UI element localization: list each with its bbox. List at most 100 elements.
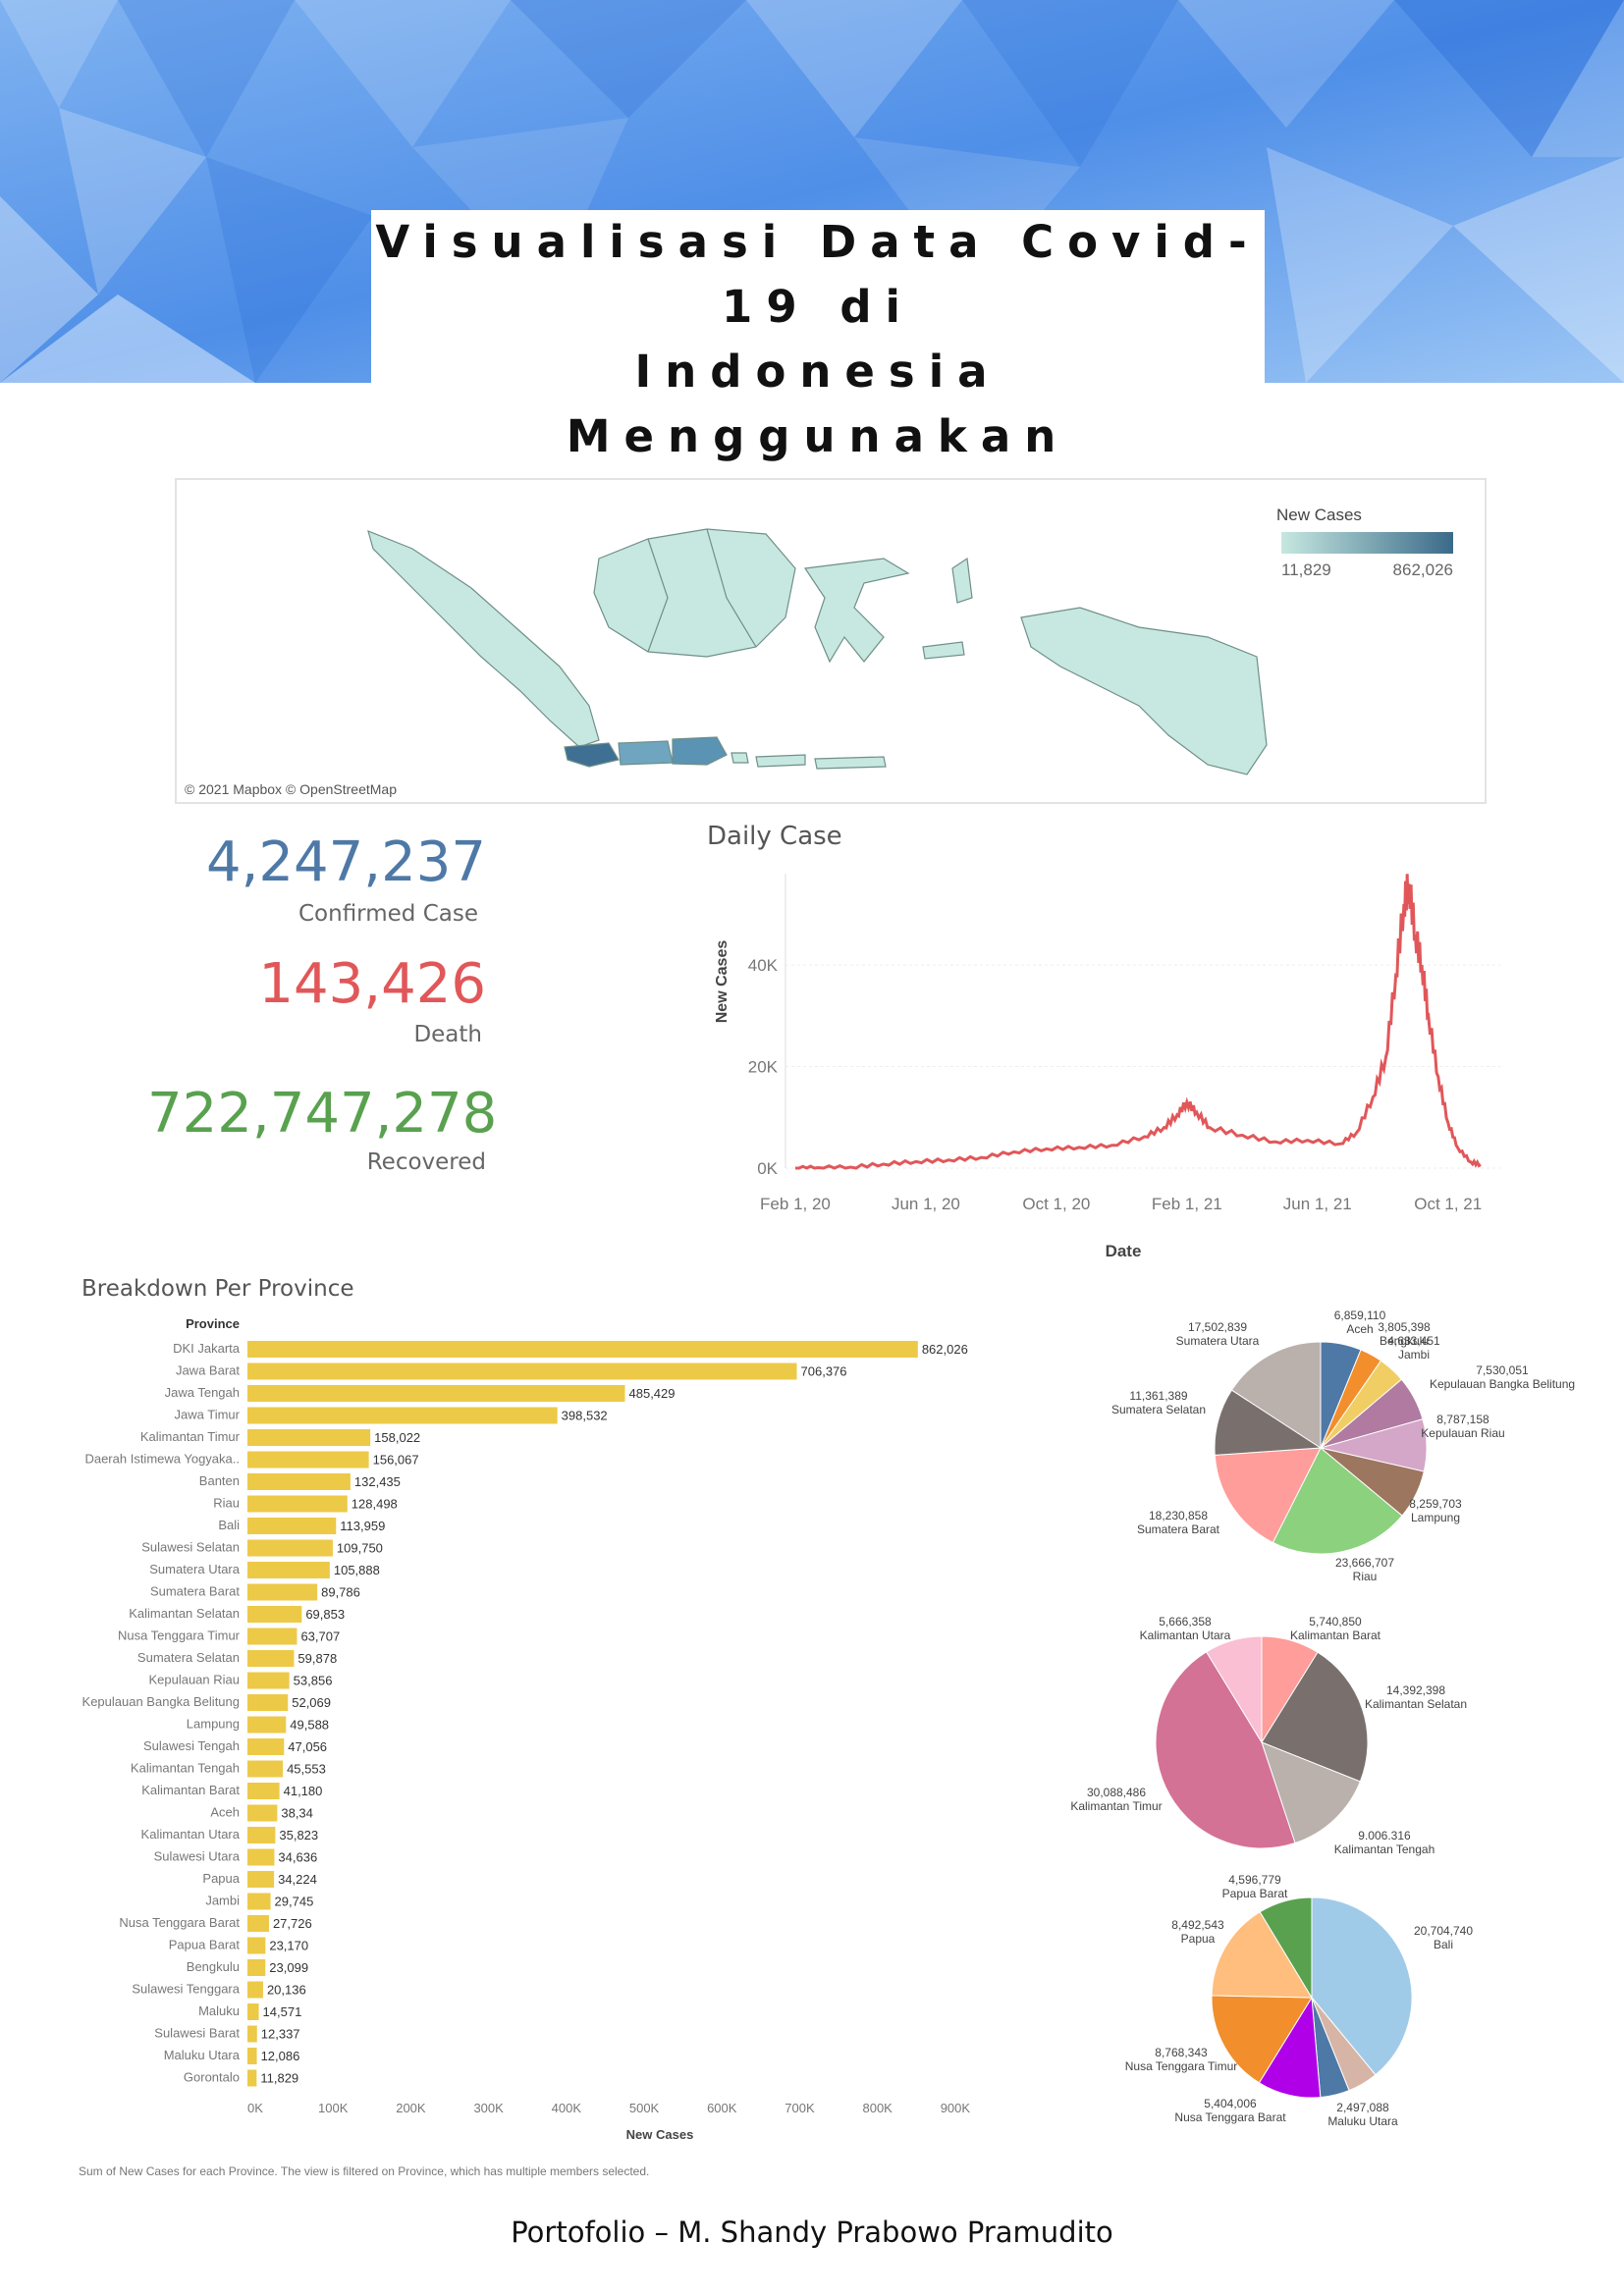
bar-category-label: Bali	[218, 1518, 240, 1532]
bar-value-label: 109,750	[337, 1541, 383, 1556]
map-java-west	[564, 742, 620, 768]
bar-category-label: Sumatera Utara	[149, 1562, 241, 1576]
pie-slice-label: Jambi	[1398, 1348, 1430, 1362]
bar-value-label: 53,856	[294, 1674, 333, 1688]
pie-slice-label: Nusa Tenggara Timur	[1125, 2059, 1238, 2073]
bar-30	[247, 2003, 259, 2020]
bar-0	[247, 1341, 918, 1358]
series-line-new-cases	[794, 874, 1482, 1170]
pie-slice-label: Bengkulu	[1380, 1334, 1429, 1348]
chart-footnote: Sum of New Cases for each Province. The …	[79, 2164, 649, 2178]
bar-21	[247, 1804, 278, 1822]
x-tick-label: 900K	[941, 2101, 971, 2115]
bar-8	[247, 1518, 337, 1534]
x-axis-title: New Cases	[626, 2127, 694, 2142]
header-banner	[0, 0, 1624, 383]
bar-26	[247, 1915, 269, 1932]
bar-category-label: Sumatera Barat	[150, 1584, 240, 1599]
bar-value-label: 862,026	[922, 1342, 968, 1357]
x-tick-label: Oct 1, 21	[1414, 1195, 1482, 1213]
pie-slice-label: Papua	[1181, 1932, 1216, 1946]
bar-category-label: Maluku Utara	[164, 2048, 241, 2062]
bar-value-label: 41,180	[284, 1784, 323, 1798]
footer-credit: Portofolio – M. Shandy Prabowo Pramudito	[511, 2216, 1113, 2249]
bar-category-label: Jambi	[205, 1894, 240, 1908]
bar-17	[247, 1716, 287, 1734]
pie-slice-label: Nusa Tenggara Barat	[1174, 2110, 1286, 2124]
pie-slice-label: Aceh	[1346, 1322, 1373, 1336]
pie-value-label: 4,633,451	[1387, 1334, 1440, 1348]
death-value: 143,426	[258, 952, 486, 1016]
bar-category-label: Kalimantan Timur	[140, 1429, 241, 1444]
x-tick-label: 700K	[785, 2101, 815, 2115]
bar-category-label: Daerah Istimewa Yogyaka..	[84, 1452, 240, 1467]
pie-slice-3	[1155, 1651, 1296, 1849]
bar-category-label: Nusa Tenggara Barat	[119, 1915, 240, 1930]
bar-27	[247, 1937, 266, 1954]
bar-category-label: Kalimantan Selatan	[129, 1606, 240, 1621]
bar-category-label: Aceh	[210, 1805, 240, 1820]
pie-slice-label: Sumatera Utara	[1176, 1334, 1260, 1348]
bar-category-label: Nusa Tenggara Timur	[118, 1629, 241, 1643]
bar-category-label: DKI Jakarta	[173, 1341, 241, 1356]
pie-value-label: 8,259,703	[1409, 1497, 1462, 1511]
pie-value-label: 18,230,858	[1149, 1509, 1208, 1522]
y-tick-label: 40K	[748, 956, 779, 975]
daily-case-chart[interactable]: 0K 20K 40K Feb 1, 20 Jun 1, 20 Oct 1, 20 Feb 1…	[705, 864, 1510, 1256]
x-axis-title: Date	[1106, 1242, 1142, 1256]
title-line-2: Indonesia Menggunakan	[566, 346, 1070, 462]
bar-32	[247, 2048, 257, 2064]
pie-slice-label: Kalimantan Tengah	[1334, 1842, 1435, 1856]
bar-value-label: 485,429	[629, 1386, 676, 1401]
bar-value-label: 45,553	[287, 1762, 326, 1777]
map-legend-min: 11,829	[1281, 561, 1331, 579]
indonesia-map-panel: © 2021 Mapbox © OpenStreetMap New Cases …	[175, 478, 1487, 804]
death-label: Death	[413, 1022, 482, 1047]
pie-value-label: 5,666,358	[1159, 1615, 1212, 1629]
x-tick-label: 300K	[473, 2101, 504, 2115]
pie-slice-2	[1261, 1741, 1362, 1844]
map-java-central	[618, 740, 674, 766]
bar-category-label: Sulawesi Tenggara	[132, 1982, 240, 1997]
bar-value-label: 52,069	[292, 1695, 331, 1710]
pie-value-label: 8,787,158	[1436, 1413, 1489, 1426]
x-tick-label: Feb 1, 21	[1152, 1195, 1222, 1213]
bar-value-label: 105,888	[334, 1563, 380, 1577]
bar-category-label: Sulawesi Utara	[154, 1849, 241, 1864]
bar-category-label: Kalimantan Tengah	[131, 1761, 240, 1776]
pie-slice-8	[1214, 1389, 1323, 1456]
bar-value-label: 12,086	[261, 2049, 300, 2063]
bar-value-label: 59,878	[298, 1651, 337, 1666]
pie-slice-label: Kepulauan Riau	[1421, 1426, 1504, 1440]
bar-2	[247, 1385, 625, 1402]
bar-16	[247, 1694, 289, 1711]
pie-slice-0	[1311, 1896, 1413, 2076]
bar-category-label: Sulawesi Selatan	[141, 1540, 240, 1555]
bar-value-label: 20,136	[267, 1983, 306, 1998]
x-tick-label: Jun 1, 21	[1283, 1195, 1352, 1213]
bar-category-label: Jawa Tengah	[165, 1385, 240, 1400]
bar-1	[247, 1362, 797, 1380]
bar-5	[247, 1451, 369, 1468]
bar-3	[247, 1407, 558, 1424]
pie-value-label: 30,088,486	[1087, 1786, 1146, 1799]
indonesia-map[interactable]: © 2021 Mapbox © OpenStreetMap New Cases …	[177, 480, 1485, 802]
province-bar-chart[interactable]: Province DKI Jakarta 862,026 Jawa Barat 706,…	[59, 1310, 1080, 2184]
bar-value-label: 23,099	[269, 1960, 308, 1975]
bar-category-label: Banten	[199, 1473, 240, 1488]
pie-slice-4	[1211, 1995, 1313, 2084]
bar-category-label: Kalimantan Utara	[141, 1827, 241, 1842]
bar-category-label: Kalimantan Barat	[141, 1783, 240, 1797]
x-tick-label: 100K	[318, 2101, 349, 2115]
pie-value-label: 3,805,398	[1378, 1320, 1431, 1334]
recovered-value: 722,747,278	[147, 1082, 498, 1146]
bar-value-label: 12,337	[261, 2027, 300, 2042]
pie-slice-label: Papua Barat	[1222, 1887, 1288, 1900]
bar-category-label: Sumatera Selatan	[137, 1650, 240, 1665]
bar-value-label: 34,636	[278, 1850, 317, 1865]
pie-slice-label: Bali	[1434, 1938, 1453, 1951]
bar-12	[247, 1606, 302, 1623]
